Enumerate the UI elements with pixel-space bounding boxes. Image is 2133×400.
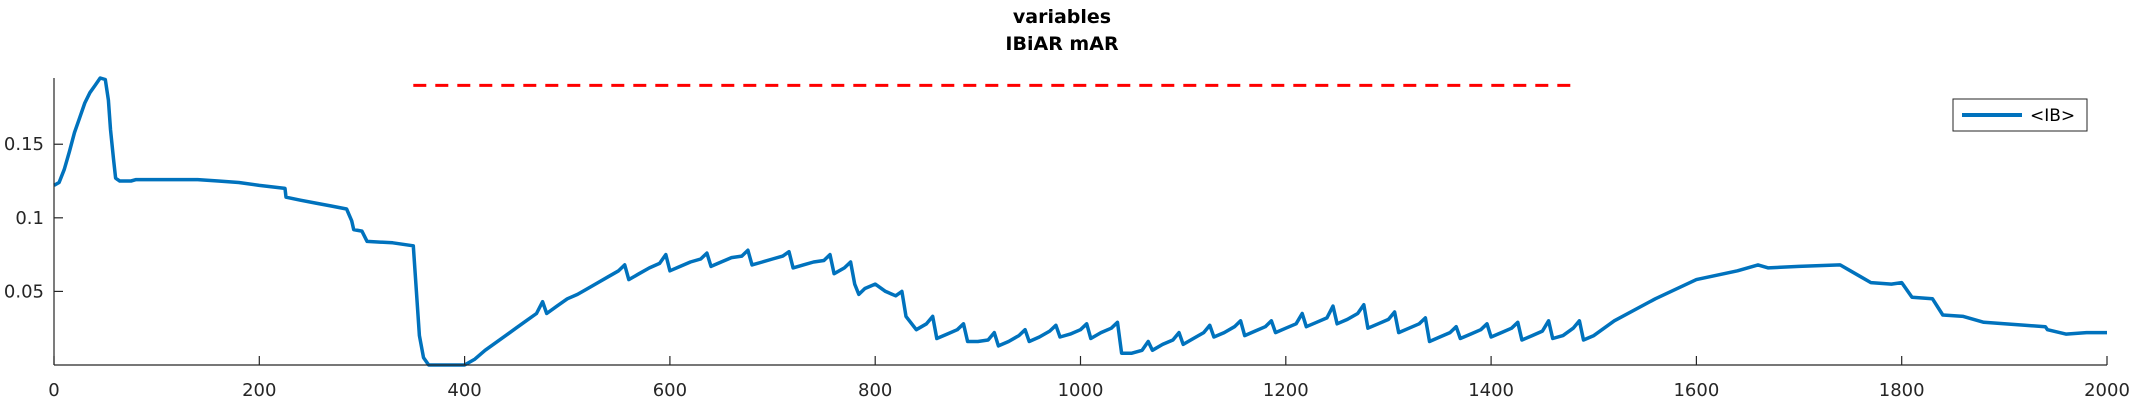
y-tick-label: 0.1 xyxy=(15,208,44,229)
x-tick-label: 400 xyxy=(447,380,481,400)
x-tick-label: 0 xyxy=(48,380,59,400)
chart-title-line-1: variables xyxy=(1013,6,1111,28)
x-tick-label: 2000 xyxy=(2084,380,2130,400)
y-tick-label: 0.15 xyxy=(4,134,44,155)
x-tick-label: 1400 xyxy=(1468,380,1514,400)
x-tick-label: 1200 xyxy=(1263,380,1309,400)
x-tick-label: 800 xyxy=(858,380,892,400)
y-tick-label: 0.05 xyxy=(4,281,44,302)
x-tick-label: 200 xyxy=(242,380,276,400)
x-tick-label: 1000 xyxy=(1058,380,1104,400)
chart-title-line-2: IBiAR mAR xyxy=(1005,33,1119,55)
series-line-ib xyxy=(53,76,2107,367)
x-tick-label: 1800 xyxy=(1879,380,1925,400)
plot-area xyxy=(53,76,2107,367)
legend[interactable]: <IB> xyxy=(1952,98,2088,132)
x-tick-label: 1600 xyxy=(1673,380,1719,400)
legend-label: <IB> xyxy=(2030,106,2075,126)
x-tick-label: 600 xyxy=(653,380,687,400)
axis-ticks: 0 200 400 600 800 1000 1200 1400 1600 1800 2000 0.0… xyxy=(4,134,2130,400)
